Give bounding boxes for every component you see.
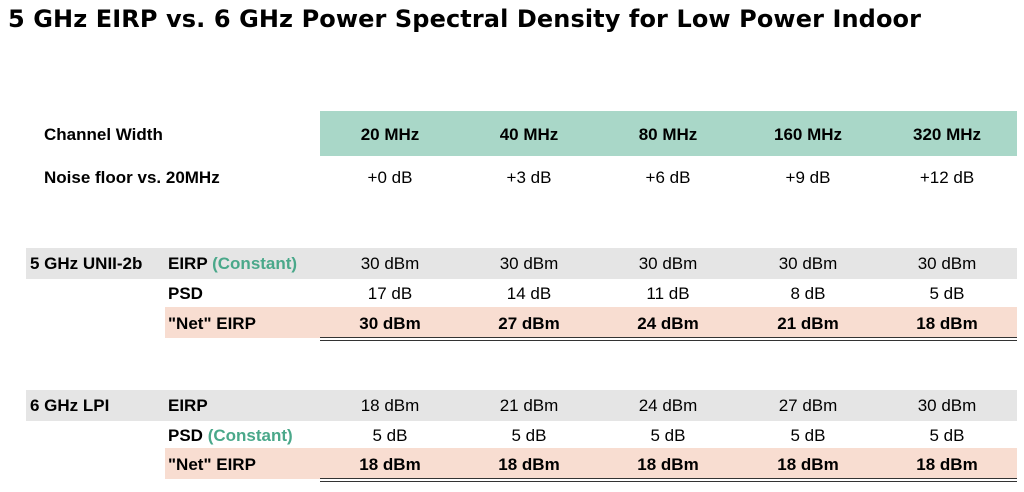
unii-psd-cell: 11 dB bbox=[646, 284, 690, 303]
lpi-double-rule-bottom bbox=[320, 481, 1017, 482]
header-width-cell: 40 MHz bbox=[499, 125, 559, 144]
lpi-group-label: 6 GHz LPI bbox=[30, 396, 110, 415]
lpi-eirp-cell: 30 dBm bbox=[917, 396, 977, 415]
unii-psd-cell: 8 dB bbox=[790, 284, 826, 303]
lpi-psd-label: PSD (Constant) bbox=[168, 426, 293, 446]
lpi-net-eirp-cell: 18 dBm bbox=[637, 455, 699, 474]
noise-floor-label: Noise floor vs. 20MHz bbox=[44, 168, 220, 187]
unii-eirp-label: EIRP (Constant) bbox=[168, 254, 297, 274]
lpi-psd-cell: 5 dB bbox=[511, 426, 547, 445]
lpi-psd-cell: 5 dB bbox=[929, 426, 965, 445]
unii-psd-label: PSD bbox=[168, 284, 203, 303]
header-width-cell: 320 MHz bbox=[912, 125, 982, 144]
lpi-net-eirp-cell: 18 dBm bbox=[359, 455, 421, 474]
lpi-net-label: "Net" EIRP bbox=[168, 455, 256, 474]
noise-floor-cell: +3 dB bbox=[506, 168, 552, 187]
header-width-cell: 20 MHz bbox=[360, 125, 420, 144]
lpi-double-rule-top bbox=[320, 478, 1017, 479]
noise-floor-cell: +6 dB bbox=[645, 168, 691, 187]
unii-net-eirp-cell: 18 dBm bbox=[916, 314, 978, 333]
unii-eirp-cell: 30 dBm bbox=[778, 254, 838, 273]
unii-double-rule-top bbox=[320, 337, 1017, 338]
lpi-net-eirp-cell: 18 dBm bbox=[777, 455, 839, 474]
unii-net-band bbox=[165, 307, 1017, 338]
lpi-eirp-label: EIRP bbox=[168, 396, 208, 415]
unii-eirp-band bbox=[26, 248, 1017, 279]
lpi-net-eirp-cell: 18 dBm bbox=[916, 455, 978, 474]
lpi-eirp-cell: 18 dBm bbox=[360, 396, 420, 415]
noise-floor-cell: +0 dB bbox=[367, 168, 413, 187]
lpi-eirp-cell: 24 dBm bbox=[638, 396, 698, 415]
unii-psd-cell: 5 dB bbox=[929, 284, 965, 303]
noise-floor-cell: +9 dB bbox=[785, 168, 831, 187]
header-band bbox=[320, 111, 1017, 156]
lpi-psd-cell: 5 dB bbox=[790, 426, 826, 445]
unii-eirp-cell: 30 dBm bbox=[499, 254, 559, 273]
lpi-eirp-band bbox=[26, 390, 1017, 421]
unii-net-label: "Net" EIRP bbox=[168, 314, 256, 333]
unii-eirp-cell: 30 dBm bbox=[917, 254, 977, 273]
header-width-cell: 80 MHz bbox=[638, 125, 698, 144]
unii-net-eirp-cell: 30 dBm bbox=[359, 314, 421, 333]
channel-width-label: Channel Width bbox=[44, 125, 163, 144]
unii-psd-cell: 17 dB bbox=[367, 284, 413, 303]
unii-net-eirp-cell: 21 dBm bbox=[777, 314, 839, 333]
lpi-psd-cell: 5 dB bbox=[372, 426, 408, 445]
unii-eirp-constant-note: (Constant) bbox=[212, 254, 298, 273]
header-width-cell: 160 MHz bbox=[773, 125, 843, 144]
unii-eirp-cell: 30 dBm bbox=[360, 254, 420, 273]
unii-eirp-cell: 30 dBm bbox=[638, 254, 698, 273]
lpi-eirp-cell: 27 dBm bbox=[778, 396, 838, 415]
unii-double-rule-bottom bbox=[320, 340, 1017, 341]
lpi-net-band bbox=[165, 448, 1017, 479]
slide-title: 5 GHz EIRP vs. 6 GHz Power Spectral Dens… bbox=[8, 5, 922, 33]
unii-group-label: 5 GHz UNII-2b bbox=[30, 254, 143, 273]
unii-net-eirp-cell: 24 dBm bbox=[637, 314, 699, 333]
unii-eirp-label-text: EIRP bbox=[168, 254, 208, 273]
lpi-psd-label-text: PSD bbox=[168, 426, 203, 445]
lpi-psd-constant-note: (Constant) bbox=[207, 426, 293, 445]
lpi-eirp-cell: 21 dBm bbox=[499, 396, 559, 415]
unii-net-eirp-cell: 27 dBm bbox=[498, 314, 560, 333]
lpi-psd-cell: 5 dB bbox=[650, 426, 686, 445]
unii-psd-cell: 14 dB bbox=[506, 284, 552, 303]
lpi-net-eirp-cell: 18 dBm bbox=[498, 455, 560, 474]
noise-floor-cell: +12 dB bbox=[919, 168, 975, 187]
